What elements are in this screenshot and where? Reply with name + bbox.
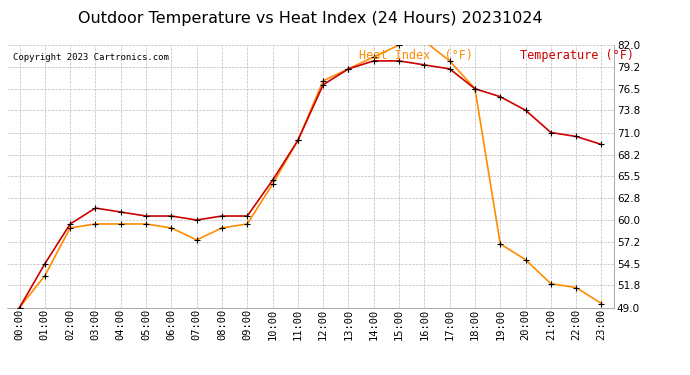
Temperature (°F) [319,82,327,87]
Heat Index  (°F) [167,226,175,230]
Temperature (°F) [420,63,428,67]
Heat Index  (°F) [522,258,530,262]
Heat Index  (°F) [420,39,428,43]
Temperature (°F) [522,108,530,112]
Heat Index  (°F) [91,222,99,226]
Temperature (°F) [598,142,606,147]
Line: Heat Index  (°F): Heat Index (°F) [16,38,605,311]
Heat Index  (°F) [546,281,555,286]
Heat Index  (°F) [41,273,49,278]
Text: Copyright 2023 Cartronics.com: Copyright 2023 Cartronics.com [13,53,169,62]
Temperature (°F) [167,214,175,218]
Temperature (°F) [15,305,23,310]
Heat Index  (°F) [66,226,75,230]
Heat Index  (°F) [344,67,353,71]
Heat Index  (°F) [117,222,125,226]
Heat Index  (°F) [268,182,277,186]
Heat Index  (°F) [243,222,251,226]
Heat Index  (°F) [218,226,226,230]
Heat Index  (°F) [15,305,23,310]
Heat Index  (°F) [395,43,403,47]
Temperature (°F) [546,130,555,135]
Heat Index  (°F) [496,242,504,246]
Text: Heat Index  (°F): Heat Index (°F) [359,49,473,62]
Heat Index  (°F) [446,58,454,63]
Temperature (°F) [91,206,99,210]
Heat Index  (°F) [142,222,150,226]
Temperature (°F) [66,222,75,226]
Heat Index  (°F) [598,301,606,306]
Heat Index  (°F) [193,238,201,242]
Heat Index  (°F) [294,138,302,143]
Temperature (°F) [268,178,277,183]
Text: Outdoor Temperature vs Heat Index (24 Hours) 20231024: Outdoor Temperature vs Heat Index (24 Ho… [78,11,543,26]
Heat Index  (°F) [572,285,580,290]
Temperature (°F) [446,67,454,71]
Heat Index  (°F) [471,87,479,91]
Temperature (°F) [496,94,504,99]
Temperature (°F) [218,214,226,218]
Text: Temperature (°F): Temperature (°F) [520,49,634,62]
Temperature (°F) [395,58,403,63]
Temperature (°F) [41,261,49,266]
Temperature (°F) [294,138,302,143]
Heat Index  (°F) [370,55,378,59]
Temperature (°F) [370,58,378,63]
Line: Temperature (°F): Temperature (°F) [16,57,605,311]
Temperature (°F) [193,218,201,222]
Temperature (°F) [117,210,125,214]
Temperature (°F) [243,214,251,218]
Temperature (°F) [344,67,353,71]
Heat Index  (°F) [319,78,327,83]
Temperature (°F) [471,87,479,91]
Temperature (°F) [572,134,580,139]
Temperature (°F) [142,214,150,218]
